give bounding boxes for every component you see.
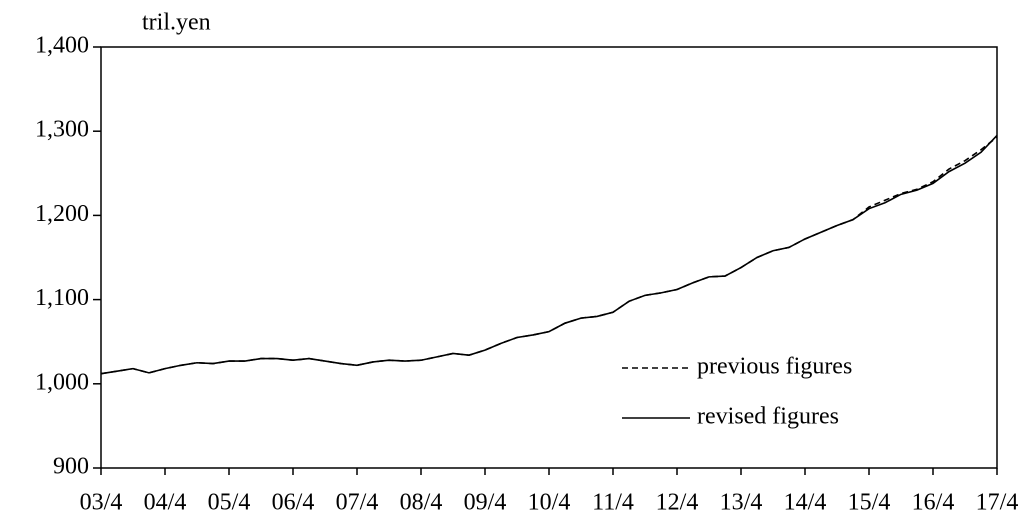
x-tick-label: 15/4 <box>848 490 891 516</box>
x-tick-label: 05/4 <box>208 490 251 516</box>
x-tick-label: 11/4 <box>592 490 634 516</box>
x-tick-label: 17/4 <box>976 490 1019 516</box>
legend-label: previous figures <box>697 354 852 380</box>
x-tick-label: 06/4 <box>272 490 315 516</box>
y-tick-label: 1,400 <box>35 33 89 59</box>
y-tick-label: 1,300 <box>35 117 89 143</box>
x-tick-label: 16/4 <box>912 490 955 516</box>
x-tick-label: 10/4 <box>528 490 571 516</box>
plot-frame <box>100 46 998 469</box>
y-tick-label: 900 <box>53 454 89 480</box>
y-tick-label: 1,200 <box>35 201 89 227</box>
x-tick-label: 14/4 <box>784 490 827 516</box>
series-line <box>100 134 998 375</box>
x-tick-label: 04/4 <box>144 490 187 516</box>
legend-label: revised figures <box>697 404 839 430</box>
x-tick-label: 09/4 <box>464 490 507 516</box>
x-tick-label: 13/4 <box>720 490 763 516</box>
y-tick-label: 1,000 <box>35 369 89 395</box>
x-tick-label: 07/4 <box>336 490 379 516</box>
series-line <box>100 136 998 375</box>
x-tick-label: 12/4 <box>656 490 699 516</box>
y-tick-label: 1,100 <box>35 285 89 311</box>
x-tick-label: 08/4 <box>400 490 443 516</box>
y-axis-label: tril.yen <box>142 10 211 36</box>
x-tick-label: 03/4 <box>80 490 123 516</box>
